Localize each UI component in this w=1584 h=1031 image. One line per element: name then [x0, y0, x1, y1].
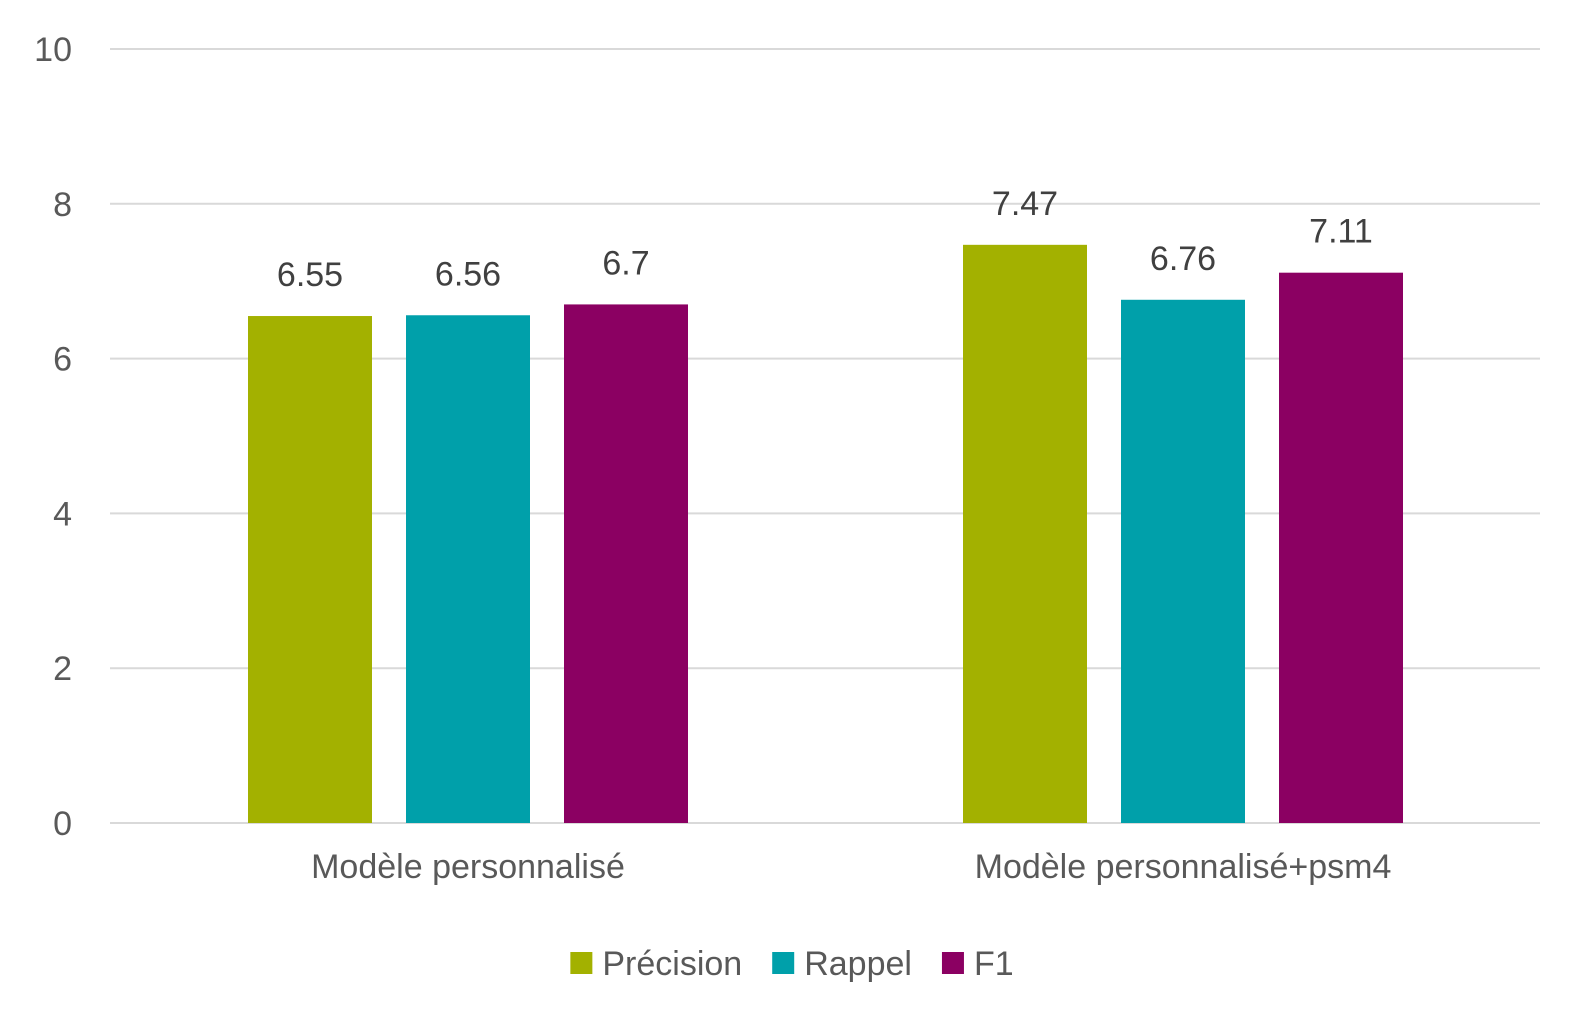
legend-item: Rappel	[772, 945, 912, 983]
x-axis-category-labels: Modèle personnalisé Modèle personnalisé+p…	[311, 848, 1391, 886]
x-tick-label: Modèle personnalisé	[311, 848, 625, 886]
data-label: 6.7	[602, 244, 649, 282]
y-tick-label: 0	[53, 805, 72, 843]
bar	[1279, 272, 1403, 823]
data-label: 7.47	[992, 185, 1058, 223]
legend-label: Précision	[602, 945, 742, 983]
y-tick-label: 8	[53, 186, 72, 224]
y-axis-tick-labels: 0 2 4 6 8 10	[34, 31, 72, 843]
y-tick-label: 6	[53, 341, 72, 379]
bar	[564, 304, 688, 823]
legend-item: Précision	[570, 945, 742, 983]
legend-swatch	[570, 952, 593, 974]
legend-item: F1	[941, 945, 1014, 983]
legend-swatch	[772, 952, 795, 974]
legend-swatch	[941, 952, 964, 974]
data-label: 7.11	[1309, 213, 1373, 251]
x-tick-label: Modèle personnalisé+psm4	[975, 848, 1392, 886]
legend-items: Précision Rappel F1	[570, 945, 1014, 983]
y-tick-label: 4	[53, 495, 72, 533]
y-tick-label: 2	[53, 650, 72, 688]
data-label: 6.55	[277, 256, 343, 294]
data-label: 6.76	[1150, 240, 1216, 278]
y-tick-label: 10	[34, 31, 72, 69]
bar	[248, 316, 372, 823]
data-label: 6.56	[435, 255, 501, 293]
bar	[963, 244, 1087, 823]
bar	[406, 315, 530, 823]
data-labels: 6.55 6.56 6.7 7.47 6.76 7.11	[277, 185, 1373, 294]
bar	[1121, 299, 1245, 823]
legend: Précision Rappel F1	[570, 945, 1014, 983]
bars	[248, 244, 1403, 823]
legend-label: Rappel	[804, 945, 912, 983]
legend-label: F1	[974, 945, 1014, 983]
